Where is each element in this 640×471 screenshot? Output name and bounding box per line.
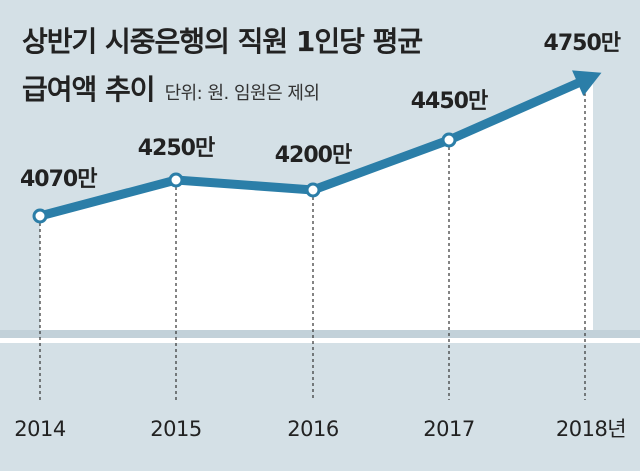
x-tick-label-2017: 2017 bbox=[423, 417, 474, 441]
x-tick-label-2016: 2016 bbox=[287, 417, 339, 441]
data-label-2018: 4750만 bbox=[544, 31, 621, 56]
x-tick-label-2014: 2014 bbox=[14, 417, 66, 441]
data-label-2014: 4070만 bbox=[20, 167, 97, 192]
data-point-2016 bbox=[305, 182, 321, 198]
data-label-2015: 4250만 bbox=[138, 136, 215, 161]
data-label-2016: 4200만 bbox=[275, 143, 352, 168]
data-point-2015 bbox=[168, 172, 184, 188]
x-tick-label-2018: 2018년 bbox=[556, 417, 626, 441]
title-line-2-text: 급여액 추이 bbox=[22, 73, 156, 106]
data-point-2017 bbox=[441, 132, 457, 148]
data-point-2014 bbox=[32, 208, 48, 224]
arrow-head bbox=[572, 70, 602, 97]
title-line-1: 상반기 시중은행의 직원 1인당 평균 bbox=[22, 25, 423, 58]
x-tick-label-2015: 2015 bbox=[150, 417, 201, 441]
title-line-2: 급여액 추이 단위: 원. 임원은 제외 bbox=[22, 68, 320, 108]
data-label-2017: 4450만 bbox=[411, 89, 488, 114]
axis-band-top bbox=[0, 330, 640, 338]
axis-band-white bbox=[0, 338, 640, 343]
unit-note: 단위: 원. 임원은 제외 bbox=[164, 83, 320, 104]
